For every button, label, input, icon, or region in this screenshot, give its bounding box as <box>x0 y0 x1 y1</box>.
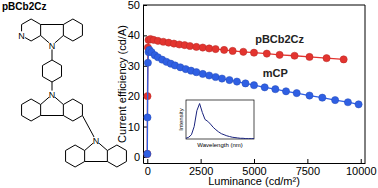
axis-line <box>143 6 144 164</box>
marker <box>186 42 193 49</box>
frame <box>143 5 365 6</box>
plot-area <box>144 35 362 157</box>
ring <box>63 19 82 41</box>
tick: 10000 <box>346 159 377 177</box>
marker <box>144 114 151 121</box>
marker <box>344 99 351 106</box>
marker <box>206 72 213 79</box>
marker <box>276 51 283 58</box>
marker <box>306 92 313 99</box>
ring <box>63 99 82 121</box>
ring <box>107 145 126 167</box>
structure-label: pBCb2Cz <box>2 1 46 12</box>
x-axis-title: Luminance (cd/m²) <box>208 175 300 187</box>
marker <box>226 76 233 83</box>
tick-mark <box>201 159 202 163</box>
tick-mark <box>147 159 148 163</box>
marker <box>144 150 151 157</box>
tick-label: 20 <box>128 90 140 102</box>
tick-label: 0 <box>145 165 151 177</box>
marker <box>332 97 339 104</box>
marker <box>229 47 236 54</box>
marker <box>218 75 225 82</box>
tick: 10 <box>128 121 147 133</box>
tick-label: 50 <box>128 0 140 11</box>
bond <box>85 161 108 162</box>
atom-label: N <box>93 136 100 146</box>
marker <box>199 44 206 51</box>
tick-mark <box>143 127 147 128</box>
marker <box>261 84 268 91</box>
y-axis: 0 10 20 30 40 50 <box>128 0 147 163</box>
marker <box>282 88 289 95</box>
inset-x-title: Wavelength (nm) <box>197 142 242 148</box>
marker <box>240 48 247 55</box>
marker <box>272 86 279 93</box>
tick-mark <box>361 159 362 163</box>
marker <box>293 90 300 97</box>
marker <box>193 69 200 76</box>
marker <box>193 43 200 50</box>
marker <box>242 80 249 87</box>
marker <box>323 55 330 62</box>
inset-y-title: Intensity <box>178 108 184 130</box>
ring <box>42 60 61 82</box>
y-axis-title: Current efficiency (cd/A) <box>116 25 128 143</box>
atom-label: N <box>49 41 56 51</box>
marker <box>206 45 213 52</box>
tick-label: 40 <box>128 29 140 41</box>
bond <box>41 115 64 116</box>
marker <box>250 49 257 56</box>
inset-frame <box>186 100 254 139</box>
tick: 0 <box>145 159 151 177</box>
tick-label: 10000 <box>346 165 377 177</box>
marker <box>233 78 240 85</box>
ring <box>22 99 41 121</box>
atom-label: N <box>49 90 56 100</box>
marker <box>212 73 219 80</box>
series-label: mCP <box>263 67 288 79</box>
marker <box>340 56 347 63</box>
atom-label: N <box>18 31 25 41</box>
series-label: pBCb2Cz <box>255 33 304 45</box>
frame <box>365 5 366 163</box>
marker <box>263 50 270 57</box>
marker <box>291 52 298 59</box>
tick: 40 <box>128 29 147 41</box>
inset-line <box>186 104 254 139</box>
tick-label: 10 <box>128 121 140 133</box>
tick: 50 <box>128 0 147 11</box>
series-line <box>147 50 358 154</box>
tick: 30 <box>128 60 147 72</box>
marker <box>306 53 313 60</box>
marker <box>199 70 206 77</box>
tick-mark <box>254 159 255 163</box>
marker <box>319 94 326 101</box>
ring <box>66 145 85 167</box>
marker <box>355 101 362 108</box>
marker <box>144 59 151 66</box>
molecule: N N N N <box>17 19 126 167</box>
tick-mark <box>143 35 147 36</box>
figure: NNNNpBCb2Cz02500500075001000001020304050… <box>0 0 378 188</box>
tick-label: 0 <box>134 151 140 163</box>
tick-mark <box>307 159 308 163</box>
bond <box>41 24 64 25</box>
marker <box>221 46 228 53</box>
tick-label: 30 <box>128 60 140 72</box>
inset-plot-area <box>186 104 254 139</box>
marker <box>250 82 257 89</box>
marker <box>212 45 219 52</box>
marker <box>144 150 151 157</box>
